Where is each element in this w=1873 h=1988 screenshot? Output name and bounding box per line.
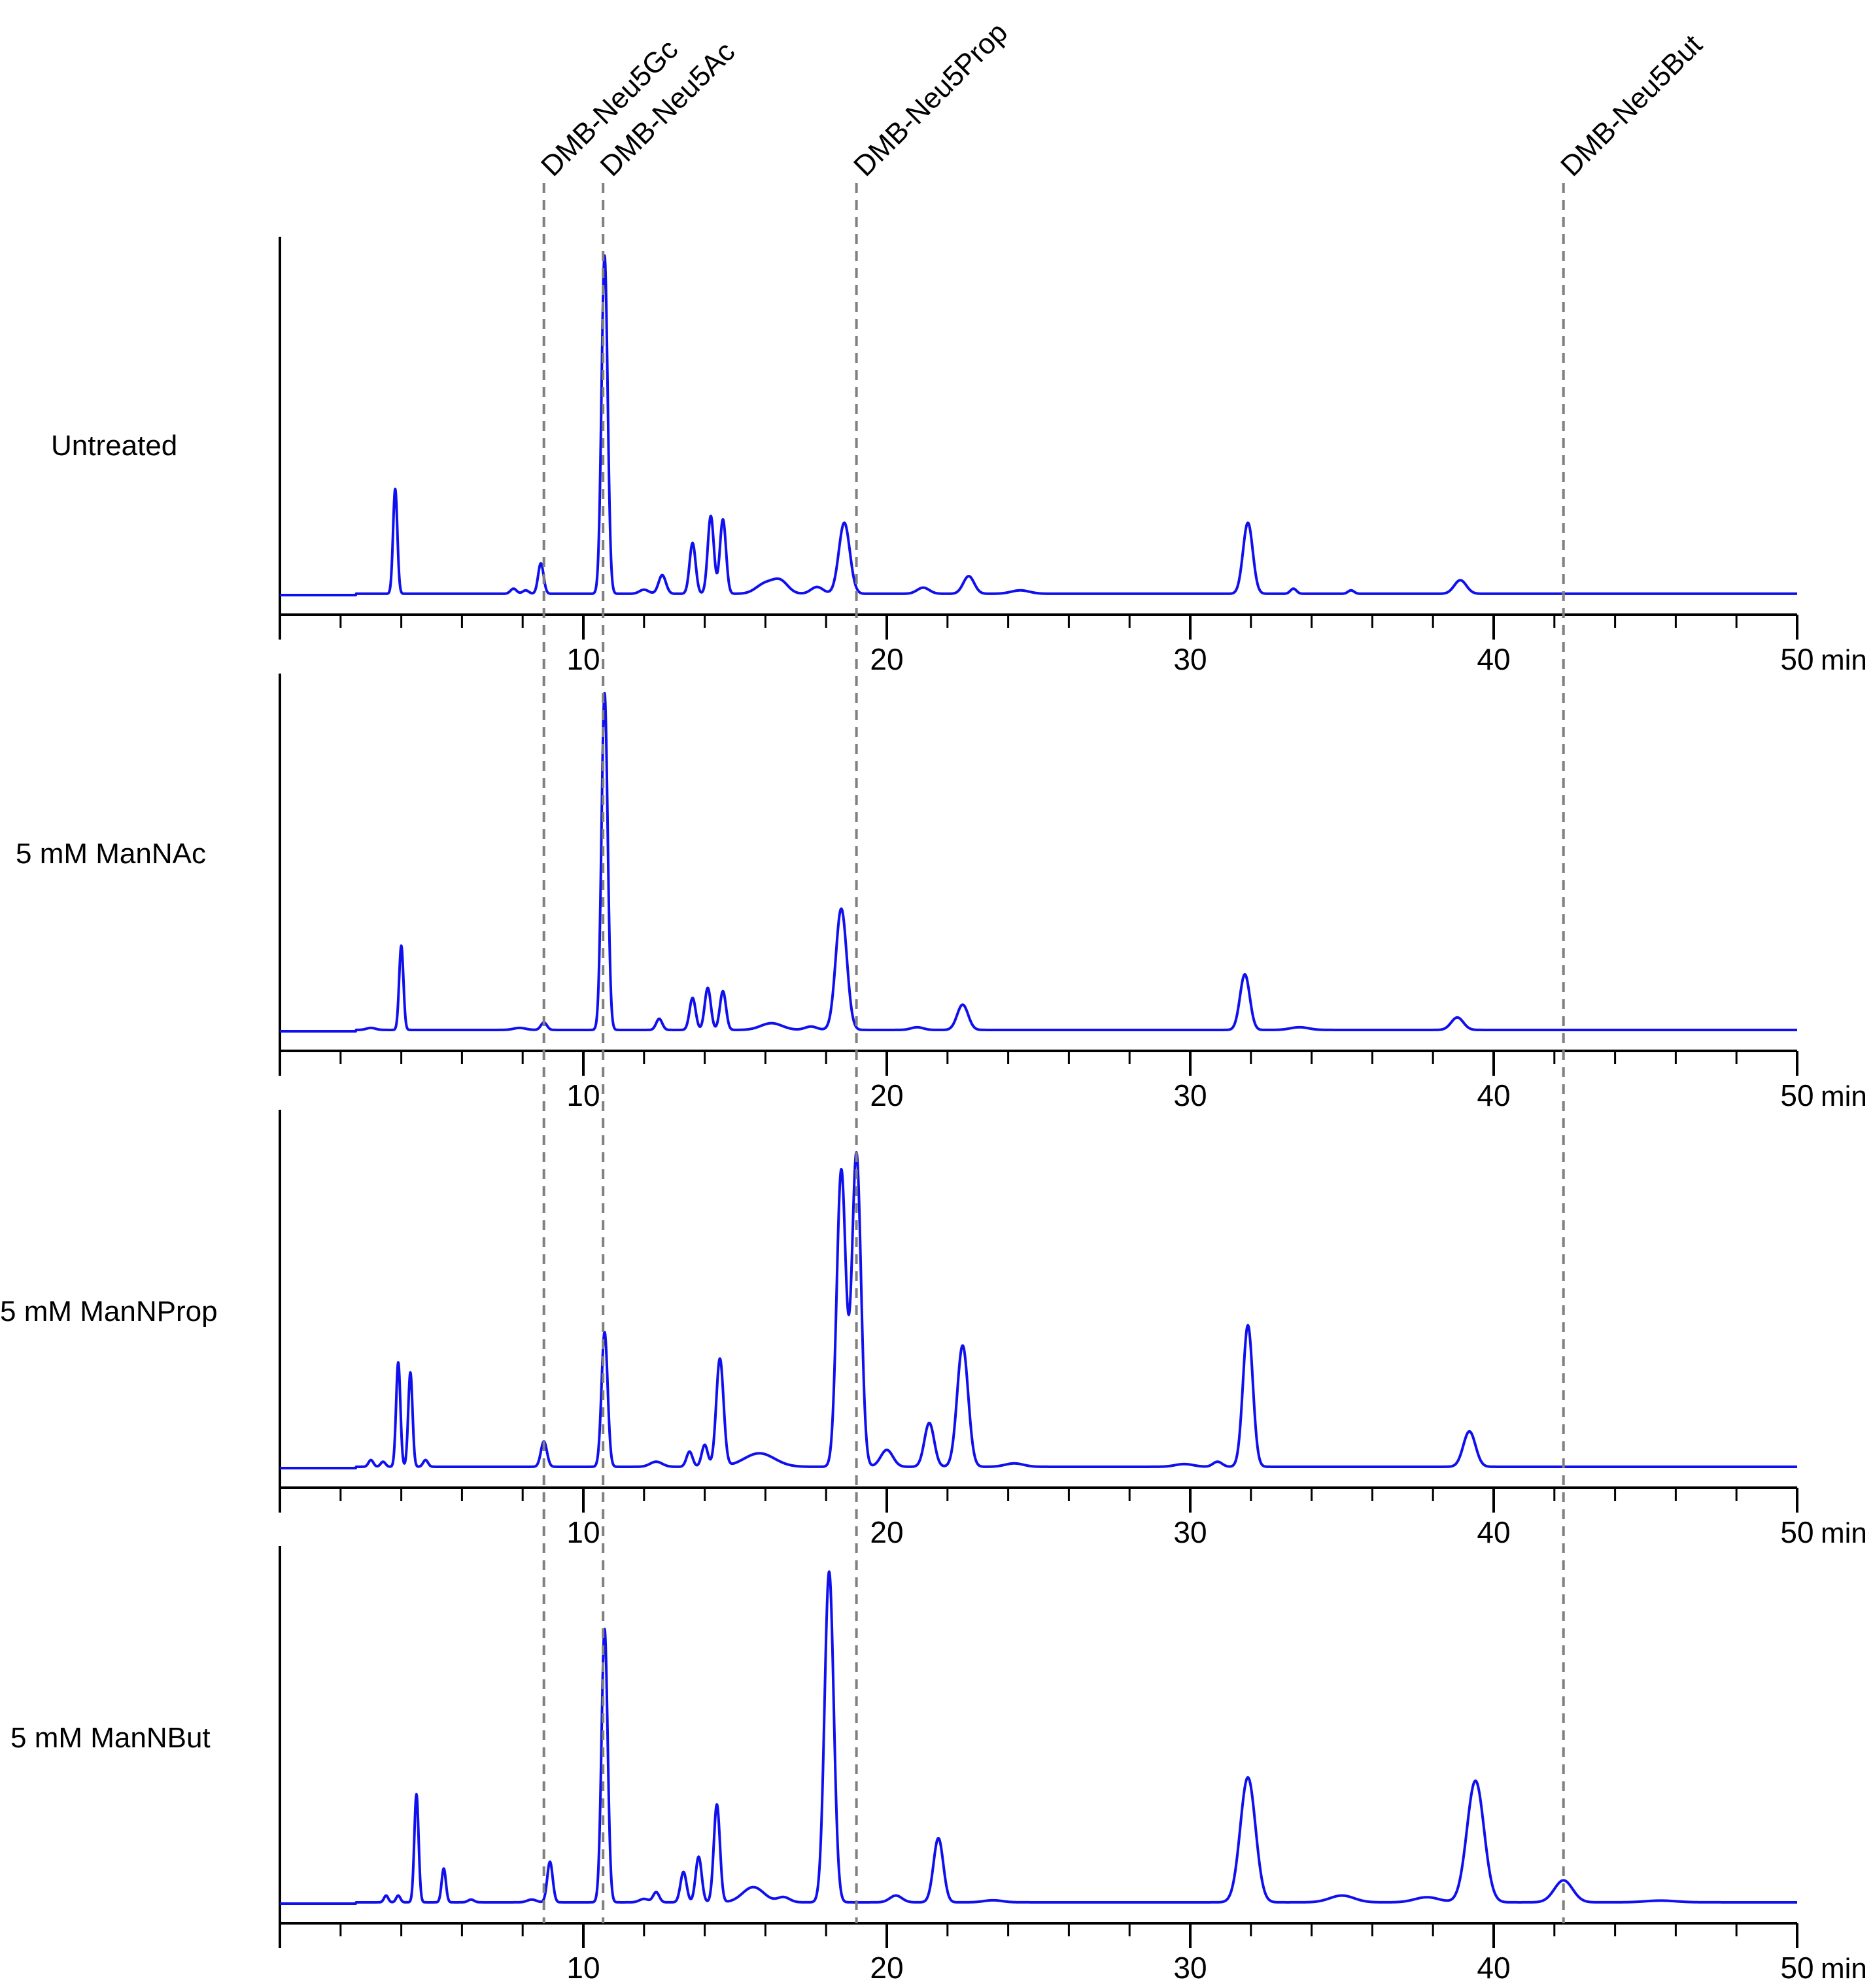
x-tick-label: 50 [1780, 1078, 1813, 1112]
x-tick-label: 30 [1173, 1078, 1207, 1112]
x-tick-label: 30 [1173, 1951, 1207, 1985]
panel-label: 5 mM ManNProp [0, 1295, 218, 1328]
panel-label: 5 mM ManNAc [16, 838, 206, 870]
panel-5-mm-mannprop: 5 mM ManNProp 10 20 30 40 50 min [0, 1110, 1867, 1549]
x-tick-label: 10 [566, 1078, 600, 1112]
x-tick-label: 10 [566, 1951, 600, 1985]
x-tick-label: 20 [870, 1515, 903, 1549]
panel-label: 5 mM ManNBut [10, 1722, 211, 1754]
x-tick-label: 40 [1477, 1951, 1510, 1985]
x-tick-label: 10 [566, 1515, 600, 1549]
x-tick-label: 40 [1477, 642, 1510, 676]
reference-label: DMB-Neu5But [1555, 29, 1708, 182]
x-tick-label: 50 [1780, 1951, 1813, 1985]
reference-dmb-neu5but: DMB-Neu5But [1555, 29, 1708, 1923]
x-tick-label: 50 [1780, 1515, 1813, 1549]
chromatogram-trace [279, 254, 1798, 596]
x-tick-label: 40 [1477, 1515, 1510, 1549]
panel-label: Untreated [51, 430, 177, 462]
x-unit-label: min [1821, 644, 1867, 676]
panel-5-mm-mannbut: 5 mM ManNBut 10 20 30 40 50 min [10, 1546, 1867, 1985]
x-tick-label: 30 [1173, 642, 1207, 676]
x-tick-label: 10 [566, 642, 600, 676]
x-unit-label: min [1821, 1953, 1867, 1985]
x-tick-label: 20 [870, 1951, 903, 1985]
x-tick-label: 20 [870, 642, 903, 676]
chromatogram-trace [279, 691, 1798, 1033]
x-tick-label: 20 [870, 1078, 903, 1112]
x-tick-label: 50 [1780, 642, 1813, 676]
panel-5-mm-mannac: 5 mM ManNAc 10 20 30 40 50 min [16, 674, 1867, 1112]
panel-untreated: Untreated 10 20 30 40 50 min [51, 237, 1867, 676]
x-unit-label: min [1821, 1080, 1867, 1112]
x-tick-label: 40 [1477, 1078, 1510, 1112]
chromatogram-trace [279, 1570, 1798, 1905]
x-unit-label: min [1821, 1517, 1867, 1549]
x-tick-label: 30 [1173, 1515, 1207, 1549]
chromatogram-trace [279, 1151, 1798, 1469]
reference-dmb-neu5prop: DMB-Neu5Prop [848, 16, 1014, 1923]
reference-label: DMB-Neu5Prop [848, 16, 1014, 182]
reference-dmb-neu5ac: DMB-Neu5Ac [594, 35, 741, 1923]
